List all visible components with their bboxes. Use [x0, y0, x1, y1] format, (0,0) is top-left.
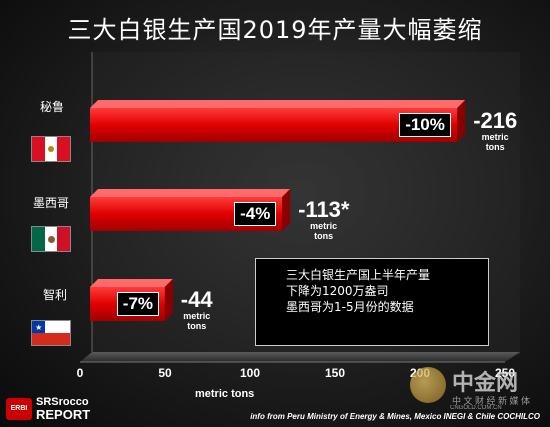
percent-label-0: -10%	[399, 113, 451, 137]
note-line-2: 下降为1200万盎司	[286, 284, 389, 298]
bar-top-1	[90, 189, 291, 197]
note-line-1: 三大白银生产国上半年产量	[286, 268, 431, 282]
chile-flag-icon: ★	[31, 320, 71, 346]
bar-side-0	[457, 100, 466, 142]
country-label-1: 墨西哥	[33, 196, 70, 210]
x-tick-label-0: 0	[76, 366, 84, 380]
watermark-url: CNGOLD.COM.CN	[450, 405, 502, 411]
value-label-0: -216	[473, 108, 518, 133]
bar-side-1	[282, 189, 291, 231]
unit-label-0: metric	[481, 132, 509, 142]
logo-name-top: SRSrocco	[36, 396, 89, 408]
value-label-2: -44	[180, 287, 213, 312]
bar-top-0	[90, 100, 466, 108]
unit-label-tons-2: tons	[187, 321, 207, 331]
unit-label-tons-1: tons	[314, 231, 334, 241]
logo-name-bottom: REPORT	[36, 407, 91, 422]
country-label-2: 智利	[43, 288, 68, 302]
percent-label-2: -7%	[116, 292, 160, 316]
x-tick-label-1: 50	[158, 366, 172, 380]
note-line-3: 墨西哥为1-5月份的数据	[286, 300, 414, 314]
chart-floor	[80, 352, 520, 362]
unit-label-1: metric	[310, 221, 338, 231]
bar-top-2	[90, 279, 173, 287]
peru-flag-icon	[31, 136, 71, 162]
x-tick-label-3: 150	[324, 366, 346, 380]
bar-side-2	[164, 279, 173, 321]
gold-coin-icon	[410, 367, 446, 403]
country-label-0: 秘鲁	[40, 100, 65, 114]
source-note: info from Peru Ministry of Energy & Mine…	[250, 412, 540, 421]
note-box: 三大白银生产国上半年产量 下降为1200万盎司 墨西哥为1-5月份的数据	[255, 258, 489, 346]
watermark-subtitle: 中 文 财 经 新 媒 体	[452, 396, 531, 406]
unit-label-tons-0: tons	[485, 142, 505, 152]
bar-0	[90, 108, 458, 142]
mexico-flag-icon	[31, 226, 71, 252]
x-tick-label-2: 100	[239, 366, 261, 380]
watermark-name: 中金网	[452, 371, 519, 396]
unit-label-2: metric	[183, 311, 211, 321]
srsrocco-logo: ERBI SRSrocco REPORT	[6, 396, 118, 422]
cngold-watermark: 中金网 中 文 财 经 新 媒 体 CNGOLD.COM.CN	[410, 365, 550, 411]
x-axis-label: metric tons	[195, 388, 255, 400]
chart-title: 三大白银生产国2019年产量大幅萎缩	[67, 16, 483, 44]
x-tick-label-5: 250	[494, 366, 516, 380]
value-label-1: -113*	[298, 197, 350, 222]
logo-badge: ERBI	[6, 398, 32, 420]
percent-label-1: -4%	[234, 202, 277, 226]
